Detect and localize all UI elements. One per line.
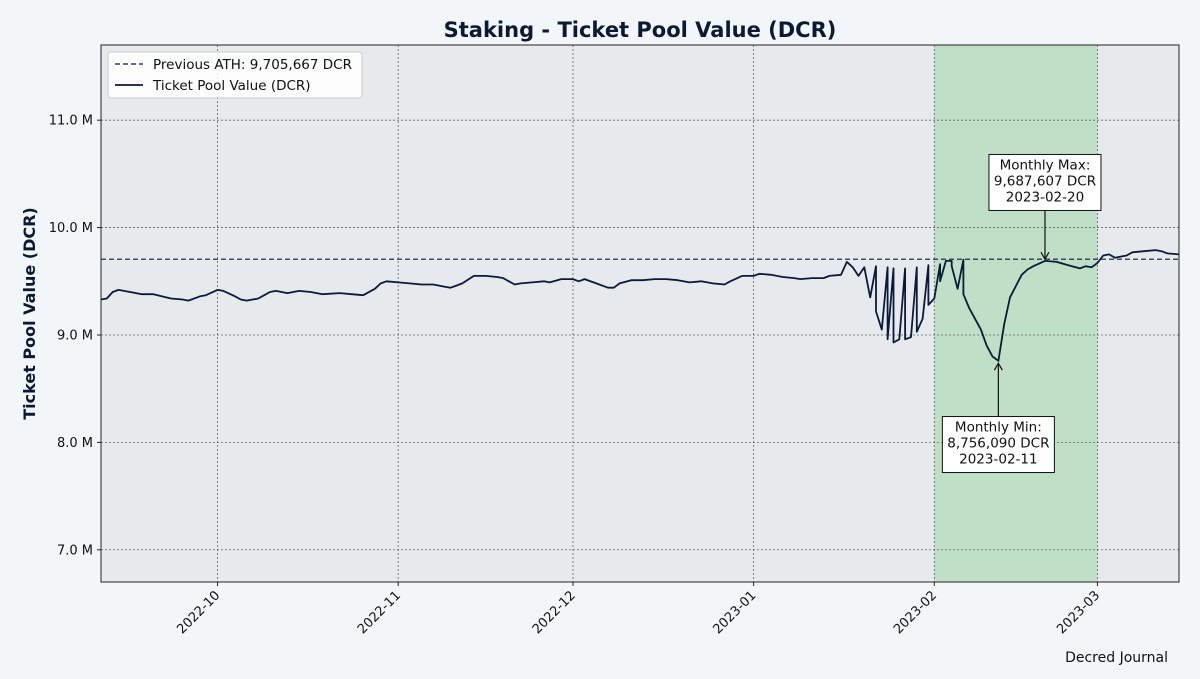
annotation-box <box>988 153 1102 211</box>
annotation-text: 2023-02-20 <box>1006 189 1084 205</box>
y-tick-label: 9.0 M <box>57 328 93 343</box>
annotation-box <box>941 416 1055 474</box>
legend-box <box>107 51 363 99</box>
x-tick-label: 2023-02 <box>891 588 940 637</box>
y-tick-label: 7.0 M <box>57 543 93 558</box>
x-tick-label: 2022-12 <box>530 588 579 637</box>
annotation-text: 9,687,607 DCR <box>994 173 1096 189</box>
x-tick-label: 2023-01 <box>710 588 759 637</box>
footer-credit: Decred Journal <box>1065 650 1168 666</box>
chart-title: Staking - Ticket Pool Value (DCR) <box>444 18 837 42</box>
grid <box>101 45 1179 582</box>
annotation-text: Monthly Max: <box>1000 157 1091 173</box>
y-tick-label: 11.0 M <box>49 114 93 129</box>
legend: Previous ATH: 9,705,667 DCR Ticket Pool V… <box>107 51 363 99</box>
annotation-text: Monthly Min: <box>955 420 1042 436</box>
x-tick-label: 2022-10 <box>174 588 223 637</box>
annotation-arrow-head <box>993 361 1003 371</box>
series-line-ticket-pool <box>100 249 1180 362</box>
x-tick-label: 2023-03 <box>1054 588 1103 637</box>
plot-frame <box>100 44 1180 583</box>
annotation-text: 8,756,090 DCR <box>947 436 1049 452</box>
annotation-text: 2023-02-11 <box>959 452 1037 468</box>
y-tick-label: 8.0 M <box>57 436 93 451</box>
legend-label-ath: Previous ATH: 9,705,667 DCR <box>153 57 352 73</box>
legend-label-series: Ticket Pool Value (DCR) <box>152 78 311 94</box>
x-tick-label: 2022-11 <box>355 588 404 637</box>
highlight-band <box>934 45 1098 582</box>
annotation-arrow-head <box>1040 251 1050 261</box>
y-axis-label: Ticket Pool Value (DCR) <box>20 207 39 420</box>
y-tick-label: 10.0 M <box>49 221 93 236</box>
